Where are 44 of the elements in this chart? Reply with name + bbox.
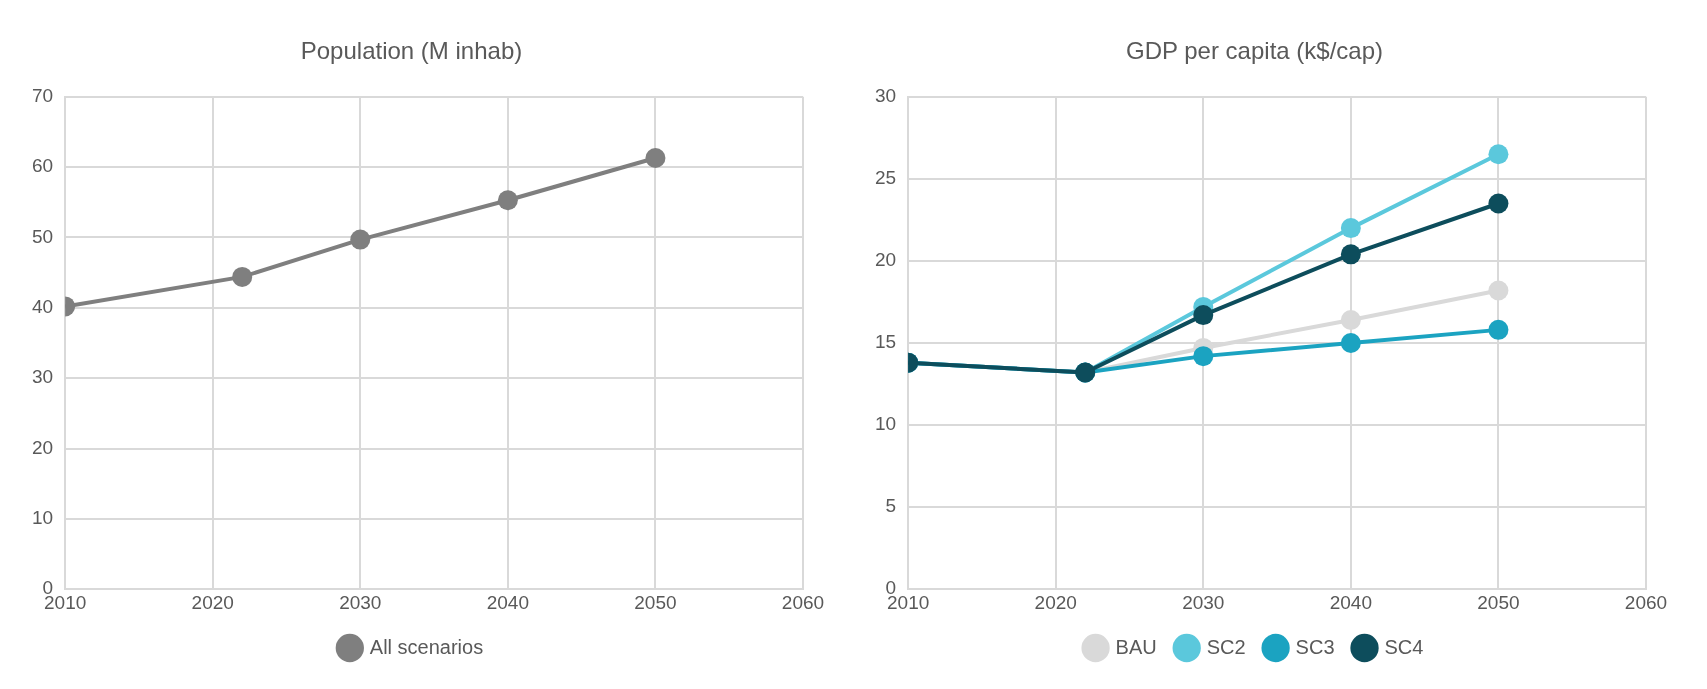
legend-label: All scenarios (369, 635, 484, 658)
x-tick-label: 2050 (634, 591, 677, 613)
point (1340, 333, 1361, 353)
x-tick-label: 2020 (191, 591, 234, 613)
legend-label: SC4 (1384, 635, 1424, 658)
y-tick-label: 70 (31, 85, 54, 107)
x-tick-label: 2040 (486, 591, 529, 613)
x-tick-label: 2050 (1477, 591, 1520, 613)
y-tick-label: 60 (31, 155, 54, 177)
y-tick-label: 10 (874, 413, 897, 435)
legend-label: SC3 (1295, 635, 1335, 658)
point (1340, 310, 1361, 331)
y-tick-label: 10 (31, 507, 54, 529)
point (1193, 346, 1214, 367)
legend-label: SC2 (1206, 635, 1246, 658)
point (1193, 305, 1214, 326)
legend-label: BAU (1115, 635, 1157, 658)
y-tick-label: 30 (31, 366, 54, 388)
y-tick-label: 5 (885, 495, 897, 517)
x-tick-label: 2060 (781, 591, 825, 613)
chart-title: Population (M inhab) (300, 37, 523, 65)
point (232, 266, 253, 287)
point (1488, 144, 1509, 165)
x-tick-label: 2060 (1624, 591, 1668, 613)
y-tick-label: 30 (874, 85, 897, 107)
y-tick-label: 40 (31, 296, 54, 318)
point (1488, 193, 1509, 214)
y-tick-label: 15 (874, 331, 897, 353)
point (1488, 280, 1509, 301)
y-tick-label: 25 (874, 167, 897, 189)
point (350, 229, 371, 250)
x-tick-label: 2040 (1329, 591, 1372, 613)
point (1340, 244, 1361, 265)
point (645, 148, 666, 168)
point (1340, 218, 1361, 239)
x-tick-label: 2020 (1034, 591, 1077, 613)
y-tick-label: 50 (31, 225, 54, 247)
point (1488, 319, 1509, 340)
y-tick-label: 20 (31, 436, 54, 458)
chart-title: GDP per capita (k$/cap) (1125, 37, 1384, 65)
x-tick-label: 2030 (1182, 591, 1225, 613)
y-tick-label: 20 (874, 249, 897, 271)
point (497, 190, 518, 211)
x-tick-label: 2030 (339, 591, 382, 613)
